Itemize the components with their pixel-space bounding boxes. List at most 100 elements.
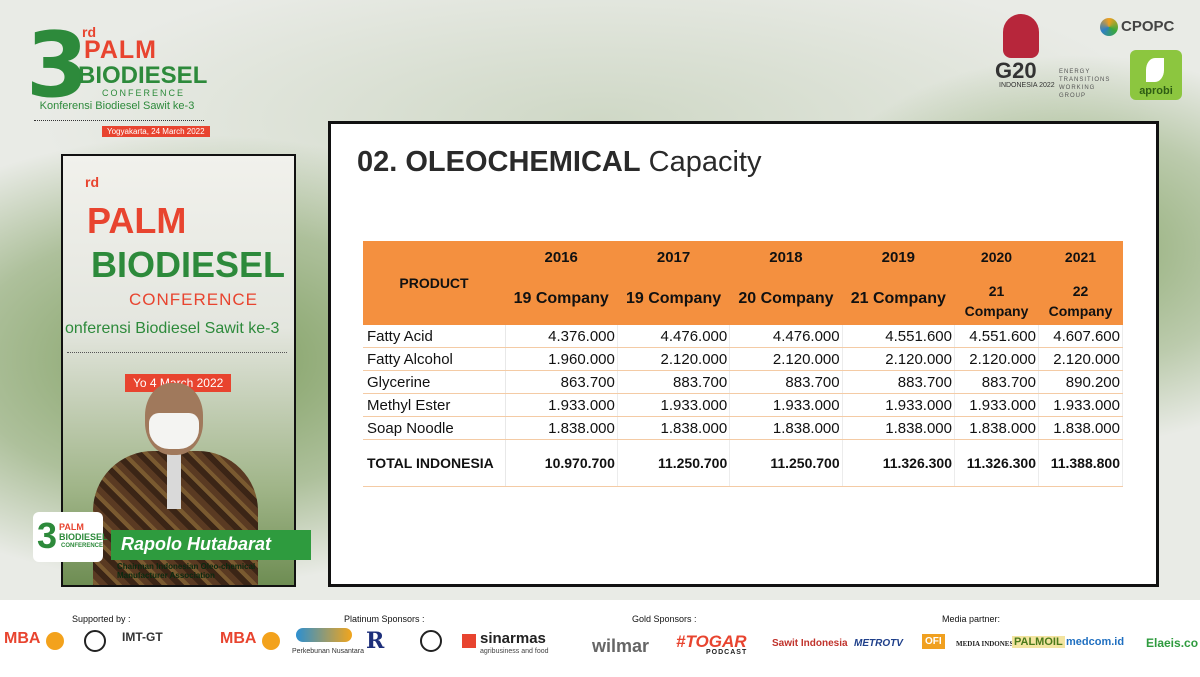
capacity-cell: 2.120.000 [954, 347, 1039, 371]
backdrop-biodiesel-text: BIODIESEL [91, 244, 286, 285]
capacity-cell: 1.838.000 [842, 416, 956, 440]
capacity-cell: 1.838.000 [505, 416, 618, 440]
capacity-cell: 1.933.000 [617, 393, 731, 417]
speaker-figure [93, 371, 258, 585]
speaker-title: Chairman Indonesian Oleo-chemical Manufa… [117, 562, 256, 580]
capacity-cell: 4.476.000 [729, 325, 843, 348]
company-count-header: 20 Company [729, 273, 843, 325]
capacity-cell: 2.120.000 [617, 347, 731, 371]
year-header-row: PRODUCT 2016 2017 2018 2019 2020 2021 [363, 241, 1123, 325]
g20-working-group: ENERGY TRANSITIONS WORKING GROUP [1059, 69, 1111, 99]
year-header: 2021 [1038, 241, 1123, 273]
face-mask [149, 413, 199, 449]
logo-ordinal-suffix: rd [82, 24, 96, 40]
nameplate-logo-3: 3 [37, 515, 58, 556]
slide-title-rest: Capacity [640, 146, 762, 178]
media-indonesia-logo: MEDIA INDONESIA [956, 640, 1022, 648]
product-name: Fatty Acid [363, 325, 506, 348]
g20-emblem-icon [1003, 14, 1039, 58]
total-cell: 11.250.700 [617, 439, 731, 487]
capacity-cell: 4.607.600 [1038, 325, 1123, 348]
palmoil-logo: PALMOIL [1012, 636, 1065, 648]
company-count-header: 21 Company [954, 273, 1039, 325]
leaf-icon [1146, 58, 1164, 82]
company-count-header: 21 Company [842, 273, 955, 325]
speaker-video-panel: rd PALM BIODIESEL CONFERENCE onferensi B… [61, 154, 296, 587]
company-count-header: 19 Company [617, 273, 730, 325]
platinum-sponsors-label: Platinum Sponsors : [344, 614, 425, 624]
capacity-cell: 883.700 [842, 370, 956, 394]
presentation-slide: 02. OLEOCHEMICAL Capacity PRODUCT 2016 2… [328, 121, 1159, 587]
gold-sponsors-label: Gold Sponsors : [632, 614, 697, 624]
year-header: 2018 [729, 241, 843, 273]
speaker-nameplate: 3 PALM BIODIESEL CONFERENCE Rapolo Hutab… [33, 512, 311, 582]
supported-by-label: Supported by : [72, 614, 131, 624]
backdrop-subtitle: onferensi Biodiesel Sawit ke-3 [65, 320, 280, 337]
backdrop-conference-text: CONFERENCE [129, 290, 259, 309]
product-name: Glycerine [363, 370, 506, 394]
year-header: 2019 [842, 241, 955, 273]
company-count-header: 22 Company [1038, 273, 1123, 325]
aprobi-text: aprobi [1139, 85, 1173, 97]
table-row: Glycerine 863.700 883.700 883.700 883.70… [363, 370, 1123, 394]
table-row: Fatty Acid 4.376.000 4.476.000 4.476.000… [363, 325, 1123, 348]
backdrop-palm-text: PALM [87, 200, 187, 241]
logo-conference-text: CONFERENCE [102, 88, 186, 98]
table-row: Fatty Alcohol 1.960.000 2.120.000 2.120.… [363, 347, 1123, 371]
nameplate-bar [111, 530, 311, 560]
logo-biodiesel-text: BIODIESEL [78, 62, 208, 89]
capacity-cell: 4.551.600 [954, 325, 1039, 348]
capacity-cell: 890.200 [1038, 370, 1123, 394]
company-header-row: 19 Company 19 Company 20 Company 21 Comp… [363, 273, 1123, 325]
cpopc-logo: CPOPC [1100, 18, 1175, 37]
g20-subtitle: INDONESIA 2022 [999, 82, 1055, 89]
togar-logo: #TOGAR [676, 632, 747, 651]
nameplate-logo: 3 PALM BIODIESEL CONFERENCE [33, 512, 108, 562]
capacity-cell: 883.700 [954, 370, 1039, 394]
sawit-indonesia-logo: Sawit Indonesia [772, 638, 848, 649]
g20-text: G20 [995, 58, 1037, 83]
wilmar-logo: wilmar [592, 636, 650, 656]
ptpn-swoosh-icon [296, 628, 352, 642]
capacity-cell: 1.960.000 [505, 347, 618, 371]
product-header: PRODUCT [363, 241, 505, 325]
nameplate-logo-biodiesel: BIODIESEL [59, 532, 108, 542]
capacity-cell: 2.120.000 [1038, 347, 1123, 371]
capacity-cell: 1.838.000 [617, 416, 731, 440]
backdrop-javanese-script [67, 346, 287, 353]
capacity-cell: 2.120.000 [729, 347, 843, 371]
capacity-cell: 1.838.000 [729, 416, 843, 440]
capacity-cell: 1.933.000 [1038, 393, 1123, 417]
sinarmas-logo: sinarmas [480, 630, 546, 647]
capacity-cell: 1.933.000 [505, 393, 618, 417]
event-date: Yogyakarta, 24 March 2022 [102, 126, 210, 137]
slide-title-bold: 02. OLEOCHEMICAL [357, 146, 641, 178]
capacity-cell: 863.700 [505, 370, 618, 394]
capacity-cell: 1.933.000 [842, 393, 956, 417]
togar-subtitle: PODCAST [706, 649, 748, 656]
backdrop-ordinal-suffix: rd [85, 174, 99, 190]
total-cell: 11.388.800 [1038, 439, 1123, 487]
total-label: TOTAL INDONESIA [363, 439, 506, 487]
drop-icon [262, 632, 280, 650]
logo-palm-text: PALM [84, 36, 157, 64]
capacity-table: PRODUCT 2016 2017 2018 2019 2020 2021 19… [363, 241, 1123, 487]
aprobi-logo: aprobi [1130, 50, 1182, 100]
media-partner-label: Media partner: [942, 614, 1001, 624]
total-cell: 10.970.700 [505, 439, 618, 487]
speaker-lanyard [167, 449, 181, 509]
elaeis-logo: Elaeis.co [1146, 636, 1199, 650]
imt-gt-logo: IMT-GT [122, 630, 163, 644]
total-cell: 11.250.700 [729, 439, 843, 487]
year-header: 2017 [617, 241, 730, 273]
product-name: Methyl Ester [363, 393, 506, 417]
table-row: Methyl Ester 1.933.000 1.933.000 1.933.0… [363, 393, 1123, 417]
logo-subtitle: Konferensi Biodiesel Sawit ke-3 [39, 100, 195, 112]
product-name: Fatty Alcohol [363, 347, 506, 371]
ptpn-logo-text: Perkebunan Nusantara [292, 648, 364, 655]
cpopc-text: CPOPC [1121, 18, 1175, 35]
g20-logo: G20 INDONESIA 2022 ENERGY TRANSITIONS WO… [995, 14, 1109, 100]
table-row: Soap Noodle 1.838.000 1.838.000 1.838.00… [363, 416, 1123, 440]
slide-title: 02. OLEOCHEMICAL Capacity [357, 146, 761, 179]
conference-logo: 3 rd PALM BIODIESEL CONFERENCE Konferens… [22, 21, 212, 140]
